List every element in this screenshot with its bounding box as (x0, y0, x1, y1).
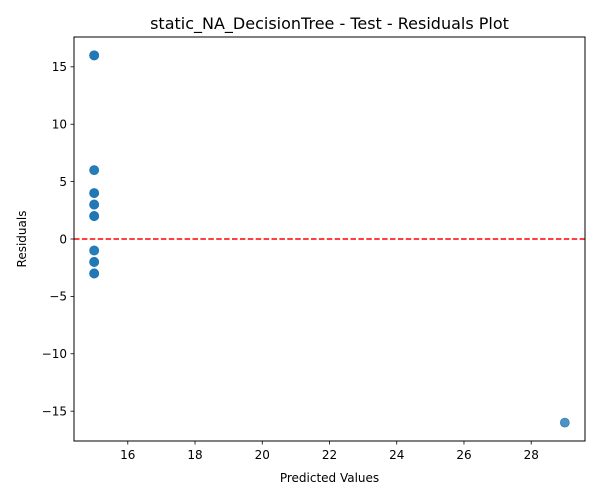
y-ticks-layer: 15 10 5 0 −5 −10 −15 (42, 60, 74, 418)
y-tick-label: 15 (52, 60, 67, 74)
y-tick-label: 5 (59, 175, 67, 189)
points-layer (89, 50, 570, 428)
x-axis-label: Predicted Values (280, 471, 379, 485)
data-point (89, 50, 100, 61)
x-tick-label: 16 (120, 448, 135, 462)
data-point (89, 257, 100, 267)
y-tick-label: 0 (59, 232, 67, 246)
y-tick-label: 10 (52, 118, 67, 132)
x-ticks-layer: 16 18 20 22 24 26 28 (120, 441, 539, 462)
data-point (89, 199, 100, 210)
y-tick-label: −15 (42, 404, 67, 418)
y-axis-label: Residuals (15, 211, 29, 268)
y-tick-label: −5 (49, 290, 67, 304)
x-tick-label: 18 (187, 448, 202, 462)
data-point (559, 417, 570, 428)
data-point (89, 268, 100, 279)
data-point (89, 245, 100, 256)
x-tick-label: 24 (389, 448, 404, 462)
data-point (89, 165, 100, 176)
data-point (89, 211, 100, 221)
y-tick-label: −10 (42, 347, 67, 361)
x-tick-label: 22 (322, 448, 337, 462)
x-tick-label: 26 (456, 448, 471, 462)
chart-title: static_NA_DecisionTree - Test - Residual… (150, 14, 509, 34)
x-tick-label: 20 (255, 448, 270, 462)
data-point (89, 188, 100, 198)
x-tick-label: 28 (524, 448, 539, 462)
